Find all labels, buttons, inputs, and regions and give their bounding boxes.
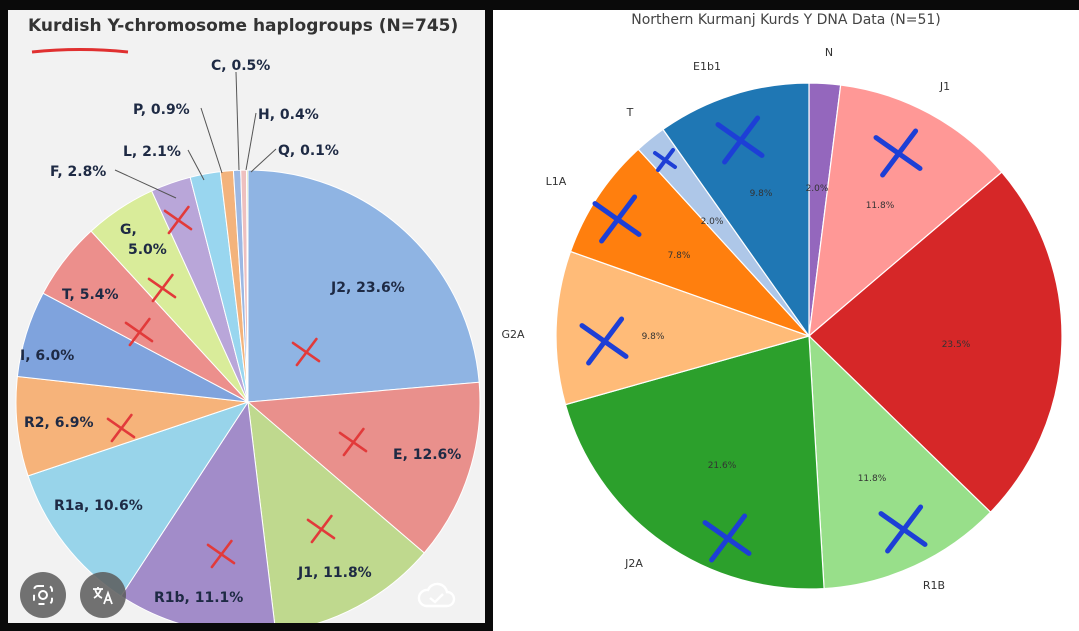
slice-label-p: P, 0.9% <box>133 102 190 118</box>
lens-icon[interactable] <box>20 572 66 618</box>
slice-label-r2: R2, 6.9% <box>24 415 94 431</box>
pie-slice-l1a <box>569 148 810 337</box>
slice-label-g: G, 5.0% <box>120 222 167 258</box>
title-underline <box>31 48 129 54</box>
slice-label-f: F, 2.8% <box>50 164 106 180</box>
leader-line <box>114 169 177 199</box>
right-chart-title: Northern Kurmanj Kurds Y DNA Data (N=51) <box>631 12 941 28</box>
slice-label-e: E, 12.6% <box>393 447 461 463</box>
slice-percent-6: 7.8% <box>668 251 691 261</box>
slice-label-q: Q, 0.1% <box>278 143 339 159</box>
slice-label-n: N <box>825 46 833 59</box>
annotation-cross <box>206 539 236 569</box>
cloud-check-icon[interactable] <box>413 575 459 615</box>
leader-line <box>250 148 277 173</box>
annotation-cross <box>702 513 752 563</box>
slice-label-r1b: R1b, 11.1% <box>154 590 243 606</box>
slice-percent-7: 2.0% <box>701 217 724 227</box>
slice-percent-2: 23.5% <box>942 340 971 350</box>
slice-label-j2: J2, 23.6% <box>330 280 405 296</box>
slice-percent-3: 11.8% <box>858 474 887 484</box>
slice-label-l1a: L1A <box>546 175 567 188</box>
pie-slice-q <box>246 169 249 403</box>
pie-slice-e1b1 <box>662 82 810 338</box>
pie-slice-e <box>246 381 481 554</box>
annotation-cross <box>878 504 928 554</box>
left-pie-chart: J2, 23.6% E, 12.6% J1, 11.8% R1b, 11.1% R1a,… <box>15 58 481 623</box>
translate-icon[interactable] <box>80 572 126 618</box>
slice-percent-8: 9.8% <box>750 189 773 199</box>
slice-label-c: C, 0.5% <box>211 58 270 74</box>
slice-label-h: H, 0.4% <box>258 107 319 123</box>
slice-percent-5: 9.8% <box>642 332 665 342</box>
annotation-cross <box>106 413 136 443</box>
slice-label-r1b: R1B <box>923 579 945 592</box>
pie-slice-r1b <box>120 400 276 623</box>
annotation-cross <box>306 514 336 544</box>
slice-label-e1b1: E1b1 <box>693 60 721 73</box>
right-pie-chart: N 2.0% J1 11.8% 23.5% R1B 11.8% J2A 21.6% G2A 9.8%… <box>501 46 1063 592</box>
pie-slice-j1 <box>247 400 425 623</box>
slice-label-g2a: G2A <box>501 328 525 341</box>
pie-slice-j2 <box>247 169 480 403</box>
leader-line <box>235 71 240 171</box>
slice-percent-4: 21.6% <box>708 461 737 471</box>
pie-slice-r1b <box>808 334 992 590</box>
slice-label-t: T, 5.4% <box>62 287 119 303</box>
annotation-cross <box>592 194 642 244</box>
annotation-cross <box>163 205 193 235</box>
leader-line <box>187 149 205 181</box>
annotation-cross <box>124 317 154 347</box>
annotation-cross <box>715 115 765 165</box>
slice-percent-0: 2.0% <box>806 184 829 194</box>
leader-line <box>245 112 257 171</box>
slice-label-i: I, 6.0% <box>20 348 74 364</box>
annotation-cross <box>291 337 321 367</box>
pie-slice-unlabeled <box>808 171 1063 514</box>
annotation-cross <box>338 427 368 457</box>
pie-slice-j2a <box>564 335 825 590</box>
slice-label-r1a: R1a, 10.6% <box>54 498 143 514</box>
annotation-cross <box>873 128 923 178</box>
slice-percent-1: 11.8% <box>866 201 895 211</box>
slice-label-j1: J1, 11.8% <box>297 565 372 581</box>
annotation-cross <box>147 273 177 303</box>
annotation-cross <box>579 316 629 366</box>
annotation-cross <box>653 148 677 172</box>
left-chart-panel: Kurdish Y-chromosome haplogroups (N=745)… <box>8 10 485 623</box>
slice-label-j1: J1 <box>939 80 950 93</box>
pie-slice-g2a <box>555 250 811 406</box>
right-chart-panel: Northern Kurmanj Kurds Y DNA Data (N=51)… <box>493 10 1079 631</box>
slice-label-l: L, 2.1% <box>123 144 181 160</box>
left-chart-title: Kurdish Y-chromosome haplogroups (N=745) <box>28 16 459 36</box>
leader-line <box>200 107 223 174</box>
slice-label-j2a: J2A <box>624 557 643 570</box>
slice-label-t: T <box>626 106 634 119</box>
pie-slice-j1 <box>808 84 1003 338</box>
